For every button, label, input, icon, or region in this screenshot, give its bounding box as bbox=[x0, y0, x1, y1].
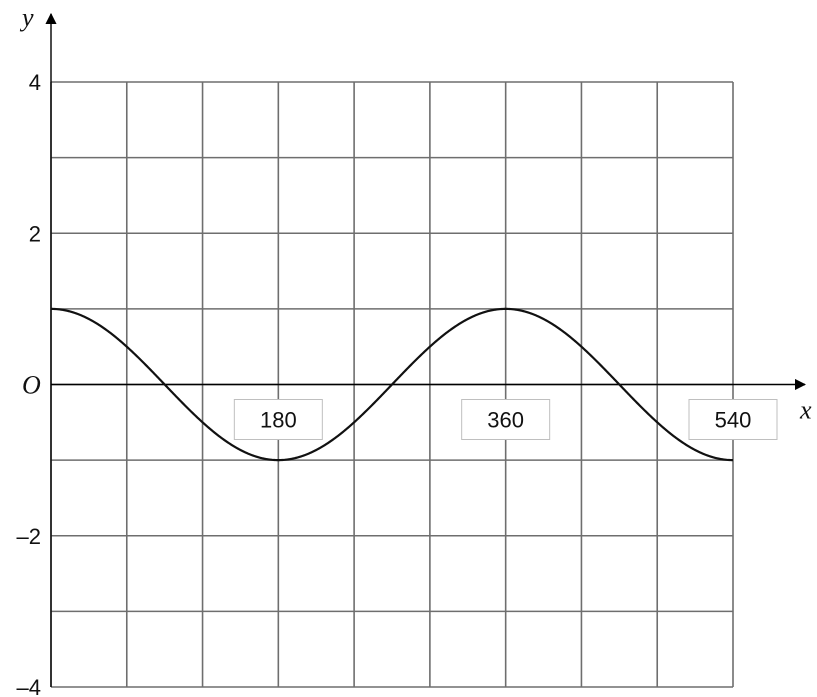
origin-label: O bbox=[22, 371, 41, 400]
x-tick-label: 360 bbox=[487, 408, 524, 433]
y-tick-label: –2 bbox=[17, 524, 41, 549]
y-tick-label: 2 bbox=[29, 221, 41, 246]
x-tick-label: 180 bbox=[260, 408, 297, 433]
axes: x y O bbox=[19, 3, 812, 687]
x-tick-label-box: 180 bbox=[233, 399, 323, 440]
x-tick-box bbox=[233, 399, 323, 440]
x-tick-label-box: 540 bbox=[688, 399, 778, 440]
x-tick-labels: 180 360 540 bbox=[233, 399, 778, 440]
x-tick-label: 540 bbox=[715, 408, 752, 433]
cosine-curve bbox=[50, 307, 734, 462]
x-tick-box bbox=[688, 399, 778, 440]
grid bbox=[50, 81, 734, 688]
y-tick-labels: 4 2 –2 –4 bbox=[17, 70, 41, 697]
y-axis-label: y bbox=[19, 3, 34, 32]
x-axis-label: x bbox=[799, 396, 812, 425]
x-tick-box bbox=[461, 399, 551, 440]
x-tick-label-box: 360 bbox=[461, 399, 551, 440]
y-tick-label: –4 bbox=[17, 675, 41, 697]
y-tick-label: 4 bbox=[29, 70, 41, 95]
